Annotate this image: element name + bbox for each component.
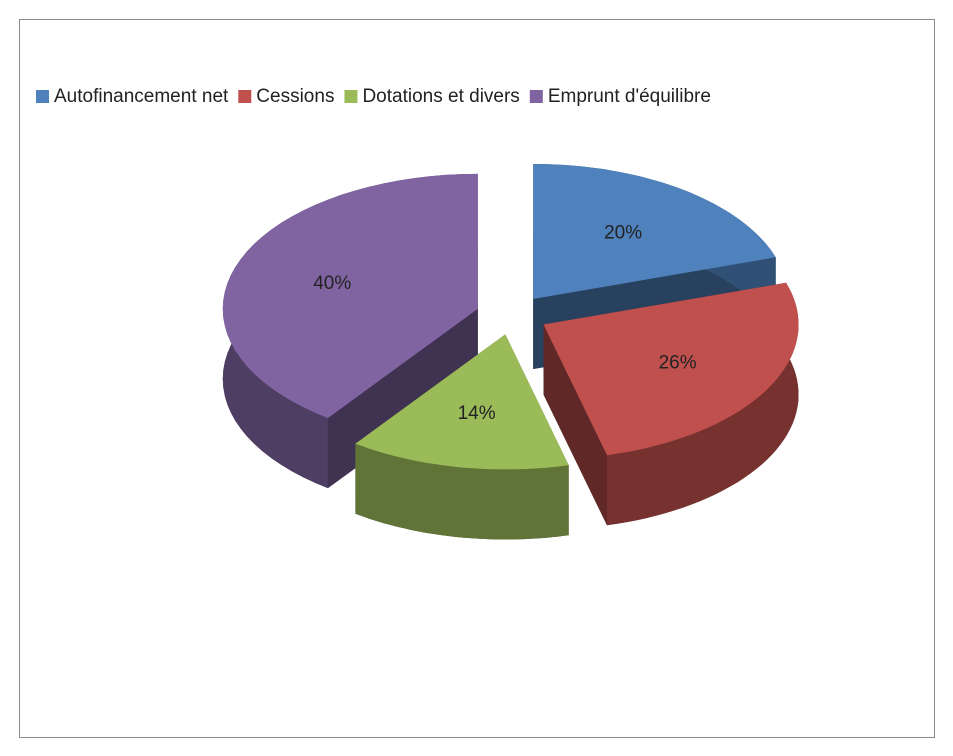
legend-label: Cessions — [256, 86, 334, 107]
slice: 14% — [355, 334, 569, 540]
legend-swatch — [344, 90, 358, 103]
slice: 26% — [543, 282, 799, 526]
legend-swatch — [238, 90, 252, 103]
slice-side — [543, 324, 607, 526]
slice-top — [533, 164, 776, 299]
slice-top — [222, 173, 478, 419]
slice-top — [543, 282, 799, 456]
legend-label: Autofinancement net — [54, 86, 229, 107]
slice-wall — [607, 282, 799, 526]
slice-wall — [355, 443, 569, 540]
legend-label: Dotations et divers — [362, 86, 519, 107]
legend: Autofinancement net Cessions Dotations et … — [36, 86, 711, 107]
legend-label: Emprunt d'équilibre — [548, 86, 711, 107]
legend-swatch — [36, 90, 49, 103]
legend-swatch — [529, 90, 543, 103]
data-label: 40% — [313, 273, 351, 294]
slice-top — [355, 334, 569, 470]
data-label: 20% — [604, 222, 642, 243]
data-label: 14% — [458, 403, 496, 424]
data-label: 26% — [659, 353, 697, 374]
